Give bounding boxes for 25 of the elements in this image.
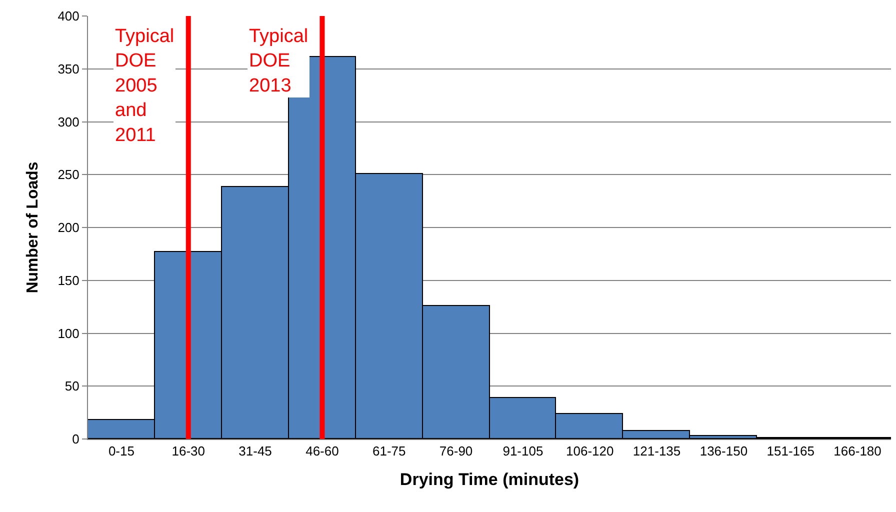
x-tick-label: 76-90 [439,444,473,459]
y-axis-title: Number of Loads [24,162,42,294]
x-tick-label: 151-165 [766,444,814,459]
x-tick-label: 16-30 [172,444,206,459]
x-tick-label: 0-15 [108,444,134,459]
ref-line-label: Typical DOE 2005 and 2011 [115,26,174,146]
x-tick-label: 136-150 [700,444,748,459]
x-tick-label: 166-180 [834,444,882,459]
x-tick-label: 91-105 [502,444,544,459]
x-tick-label: 106-120 [566,444,614,459]
y-tick-label: 100 [58,326,80,341]
x-tick-label: 46-60 [306,444,339,459]
y-tick-label: 350 [58,61,80,76]
y-tick-label: 50 [64,378,80,394]
y-tick-label: 300 [58,114,80,130]
y-tick-label: 0 [72,432,80,447]
x-tick-label: 121-135 [632,444,681,459]
y-tick-label: 400 [58,8,80,24]
ref-line-label: Typical DOE 2013 [249,26,308,96]
x-tick-label: 31-45 [238,444,272,459]
x-axis-title: Drying Time (minutes) [400,470,580,489]
y-tick-label: 250 [58,167,80,182]
x-tick-label: 61-75 [372,444,406,459]
y-tick-label: 200 [58,220,80,236]
y-tick-label: 150 [58,272,80,288]
